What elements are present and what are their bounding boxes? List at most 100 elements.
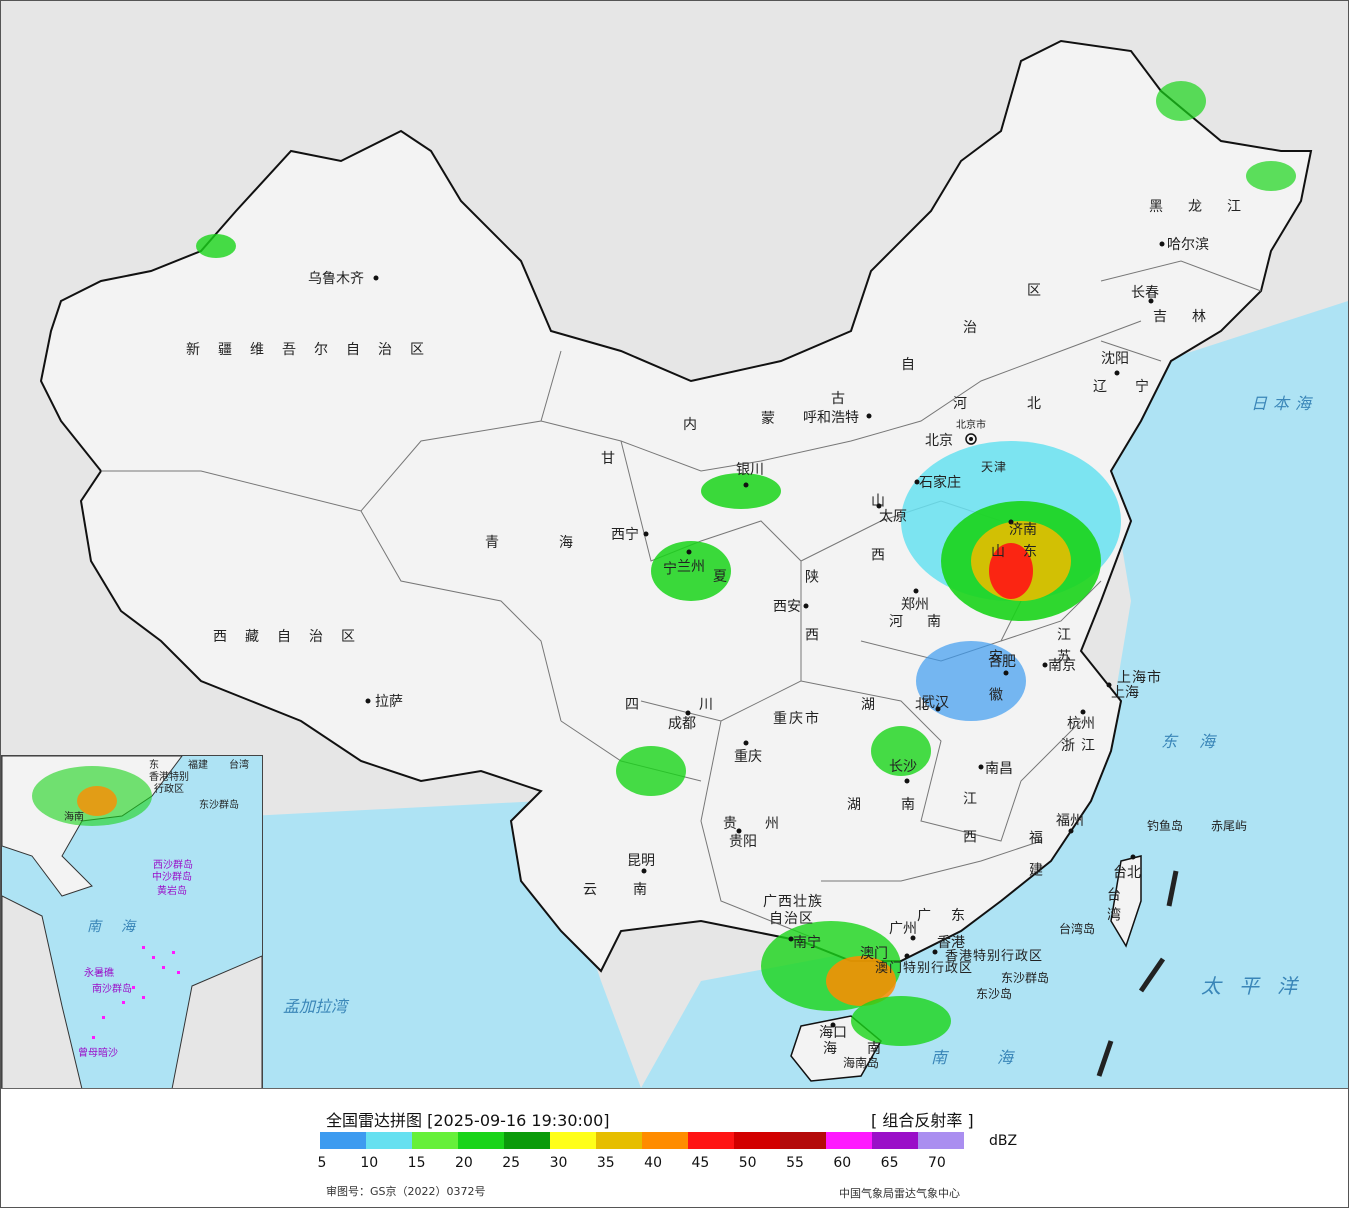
- south-china-sea-inset: 西沙群岛 中沙群岛 黄岩岛 南沙群岛 永暑礁 曾母暗沙 南海 香港特别 行政区 …: [1, 755, 263, 1090]
- city-guangzhou: 广州: [889, 921, 917, 941]
- scale-tick-label: 45: [691, 1155, 710, 1171]
- scale-tick-label: 20: [454, 1155, 473, 1171]
- label-hebei: 河北: [953, 396, 1101, 412]
- label-guangxi-1: 广西壮族: [763, 894, 823, 910]
- svg-text:澳门: 澳门: [860, 946, 888, 962]
- inset-hainan: 海南: [64, 810, 84, 823]
- echo-south-sea: [851, 996, 951, 1046]
- svg-text:北京: 北京: [925, 433, 953, 449]
- label-bay-of-bengal: 孟加拉湾: [283, 997, 350, 1016]
- svg-text:长沙: 长沙: [889, 759, 917, 775]
- label-east-china-sea: 东海: [1161, 732, 1237, 751]
- city-changsha: 长沙: [889, 759, 917, 784]
- city-shenyang: 沈阳: [1101, 351, 1129, 376]
- label-neimenggu-6: 区: [1027, 283, 1059, 299]
- color-swatch: [734, 1132, 780, 1149]
- inset-zengmu: 曾母暗沙: [78, 1046, 118, 1059]
- legend-panel: 全国雷达拼图 [2025-09-16 19:30:00] [ 组合反射率 ] d…: [1, 1088, 1348, 1207]
- label-hongkong-sar: 香港特别行政区: [945, 949, 1043, 964]
- city-xining: 西宁: [611, 526, 649, 543]
- label-sea-of-japan: 日本海: [1251, 394, 1317, 413]
- city-chongqing: 重庆: [734, 740, 762, 765]
- label-neimenggu-4: 自: [901, 357, 933, 373]
- svg-text:郑州: 郑州: [901, 597, 929, 613]
- china-outline: [39, 39, 1313, 973]
- label-diaoyu: 钓鱼岛: [1147, 818, 1183, 833]
- color-swatch: [550, 1132, 596, 1149]
- city-shijiazhuang: 石家庄: [914, 474, 961, 491]
- label-shaanxi: 陕西: [803, 569, 819, 685]
- label-liaoning: 辽宁: [1093, 378, 1177, 395]
- label-jiangxi: 江西: [961, 791, 977, 867]
- label-hainan-dao: 海南岛: [843, 1055, 879, 1070]
- svg-text:哈尔滨: 哈尔滨: [1167, 237, 1209, 253]
- figure-title: 全国雷达拼图 [2025-09-16 19:30:00]: [326, 1111, 610, 1130]
- echo-heilongjiang-east: [1246, 161, 1296, 191]
- city-urumqi: 乌鲁木齐: [308, 271, 379, 287]
- svg-text:呼和浩特: 呼和浩特: [803, 410, 859, 426]
- city-changchun: 长春: [1131, 285, 1159, 304]
- city-nanchang: 南昌: [978, 761, 1013, 777]
- city-harbin: 哈尔滨: [1159, 237, 1209, 253]
- label-yunnan: 云南: [583, 882, 683, 898]
- svg-text:南昌: 南昌: [985, 761, 1013, 777]
- color-swatch: [596, 1132, 642, 1149]
- product-label: [ 组合反射率 ]: [871, 1111, 974, 1130]
- svg-text:太原: 太原: [879, 509, 907, 525]
- label-neimenggu-3: 古: [831, 391, 863, 407]
- label-tibet: 西藏自治区: [213, 629, 373, 645]
- label-qinghai: 青海: [485, 535, 633, 551]
- label-ningxia-2: 夏: [713, 569, 729, 585]
- inset-huangyan: 黄岩岛: [157, 884, 187, 897]
- color-swatch: [780, 1132, 826, 1149]
- scale-tick-label: 25: [502, 1155, 521, 1171]
- label-guangxi-2: 自治区: [769, 911, 814, 927]
- city-nanning: 南宁: [788, 934, 821, 951]
- scale-tick-label: 35: [596, 1155, 615, 1171]
- scale-tick-label: 5: [317, 1155, 327, 1171]
- taiwan-island: [1110, 855, 1142, 948]
- label-hunan: 湖南: [847, 797, 955, 813]
- inset-dongsha: 东沙群岛: [199, 798, 239, 811]
- city-jinan: 济南: [1008, 519, 1037, 538]
- scale-tick-label: 65: [880, 1155, 899, 1171]
- label-chongqing: 重庆市: [773, 710, 821, 727]
- label-tianjin: 天津: [981, 460, 1007, 474]
- radar-echoes: [196, 81, 1296, 1046]
- label-taiwan: 台湾: [1105, 887, 1121, 927]
- label-fujian: 福建: [1027, 830, 1043, 894]
- svg-text:上海: 上海: [1111, 685, 1139, 701]
- city-xian: 西安: [773, 599, 809, 615]
- city-lhasa: 拉萨: [365, 694, 403, 710]
- label-heilongjiang: 黑龙江: [1149, 199, 1266, 215]
- svg-text:长春: 长春: [1131, 285, 1159, 301]
- scale-tick-label: 10: [360, 1155, 379, 1171]
- city-hefei: 合肥: [988, 654, 1016, 676]
- island-labels: 钓鱼岛 赤尾屿 台湾岛 海南岛 东沙群岛 东沙岛: [843, 818, 1247, 1070]
- inset-yongshu: 永暑礁: [84, 966, 114, 979]
- color-swatch: [504, 1132, 550, 1149]
- inset-taiwan: 台湾: [229, 758, 249, 771]
- scale-tick-label: 55: [786, 1155, 804, 1171]
- svg-text:香港: 香港: [937, 935, 965, 951]
- label-dongsha-dao: 东沙岛: [976, 986, 1012, 1001]
- city-chengdu: 成都: [668, 710, 696, 732]
- color-swatch: [320, 1132, 366, 1149]
- scale-tick-label: 50: [738, 1155, 757, 1171]
- label-hainan: 海南: [823, 1041, 911, 1057]
- color-swatch: [918, 1132, 964, 1149]
- city-taiyuan: 太原: [876, 503, 907, 525]
- region-labels: 新疆维吾尔自治区 西藏自治区 青海 甘 内 蒙 古 自 治 区 黑龙江 吉林 辽…: [186, 199, 1266, 1057]
- svg-text:西宁: 西宁: [611, 526, 639, 543]
- label-shanxi: 山西: [869, 493, 885, 601]
- maritime-boundaries: [1096, 870, 1179, 1077]
- svg-text:南京: 南京: [1048, 658, 1076, 674]
- city-haikou: 海口: [819, 1022, 847, 1041]
- inset-fujian: 福建: [188, 758, 208, 771]
- svg-text:兰州: 兰州: [677, 559, 705, 575]
- label-hubei: 湖北: [861, 697, 969, 713]
- color-swatch: [412, 1132, 458, 1149]
- city-lanzhou: 兰州: [677, 549, 705, 575]
- city-wuhan: 武汉: [921, 695, 949, 712]
